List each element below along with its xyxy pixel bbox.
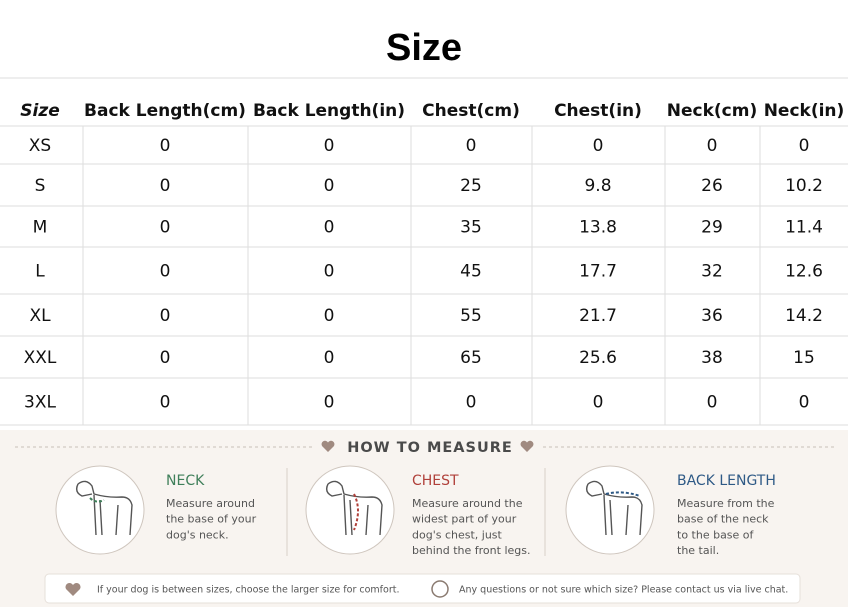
table-cell: 0 [324,306,335,326]
table-cell: XL [29,306,51,326]
table-cell: 0 [160,393,171,413]
dog-icon [75,480,133,536]
table-cell: 0 [160,218,171,238]
table-cell: 0 [324,262,335,282]
table-cell: 9.8 [584,176,611,196]
measure-line [605,491,641,497]
column-header: Chest(cm) [422,101,520,121]
table-cell: 0 [707,136,718,156]
table-cell: L [35,262,45,282]
column-header: Chest(in) [554,101,642,121]
measure-line [353,493,359,531]
measure-desc: base of the neck [677,513,769,526]
measure-desc: to the base of [677,528,755,541]
table-cell: 29 [701,218,723,238]
table-cell: 0 [799,136,810,156]
table-cell: 0 [324,218,335,238]
table-cell: 0 [324,348,335,368]
table-cell: 17.7 [579,262,617,282]
table-cell: 0 [466,136,477,156]
dog-icon [325,480,383,536]
table-cell: 11.4 [785,218,823,238]
table-cell: M [33,218,48,238]
heart-icon [65,582,81,596]
measure-heading: NECK [166,473,205,489]
measure-title: HOW TO MEASURE [347,440,513,456]
measure-item: NECK Measure around the base of your dog's … [55,465,257,555]
measure-desc: Measure around the [412,497,523,510]
table-cell: 25 [460,176,482,196]
dog-icon [585,480,643,536]
table-cell: 65 [460,348,482,368]
table-cell: 0 [593,136,604,156]
table-cell: 12.6 [785,262,823,282]
measure-line [89,497,105,503]
table-cell: 0 [324,136,335,156]
table-cell: 35 [460,218,482,238]
table-cell: 14.2 [785,306,823,326]
table-cell: 21.7 [579,306,617,326]
measure-item: CHEST Measure around the widest part of yo… [305,465,530,557]
footer-bar [44,573,801,604]
heart-icon [520,440,534,452]
table-cell: S [35,176,46,196]
table-cell: 0 [593,393,604,413]
table-cell: 0 [799,393,810,413]
table-cell: 0 [324,176,335,196]
measure-desc: the base of your [166,513,257,526]
measure-desc: dog's neck. [166,528,229,541]
table-cell: XXL [24,348,57,368]
footer-note: Any questions or not sure which size? Pl… [459,585,788,596]
title: Size [386,27,462,69]
measure-item: BACK LENGTH Measure from the base of the n… [565,465,776,557]
table-cell: 26 [701,176,723,196]
table-cell: 0 [160,348,171,368]
table-cell: 15 [793,348,815,368]
table-cell: 13.8 [579,218,617,238]
table-cell: 0 [160,176,171,196]
table-cell: 0 [466,393,477,413]
table-cell: 3XL [24,393,56,413]
measure-desc: behind the front legs. [412,544,530,557]
measure-desc: widest part of your [412,513,517,526]
table-cell: 32 [701,262,723,282]
footer-note: If your dog is between sizes, choose the… [97,585,399,596]
measure-heading: BACK LENGTH [677,473,776,489]
table-cell: 0 [707,393,718,413]
table-cell: 38 [701,348,723,368]
measure-desc: Measure from the [677,497,775,510]
measure-desc: the tail. [677,544,719,557]
measure-desc: dog's chest, just [412,528,503,541]
column-header: Back Length(in) [253,101,405,121]
chat-icon [431,580,449,598]
measure-items: NECK Measure around the base of your dog's … [55,465,776,557]
column-header: Back Length(cm) [84,101,246,121]
table-cell: 10.2 [785,176,823,196]
table-cell: 0 [160,136,171,156]
table-cell: 0 [324,393,335,413]
table-cell: 55 [460,306,482,326]
table-cell: 0 [160,306,171,326]
table-cell: 25.6 [579,348,617,368]
column-header: Neck(in) [764,101,845,121]
table-cell: 0 [160,262,171,282]
column-header: Neck(cm) [667,101,757,121]
table-cell: 45 [460,262,482,282]
heart-icon [321,440,335,452]
table-cell: 36 [701,306,723,326]
measure-heading: CHEST [412,473,459,489]
column-header: Size [20,101,60,121]
size-table: Size Back Length(cm) Back Length(in) Chest(… [0,77,848,426]
measure-desc: Measure around [166,497,255,510]
table-cell: XS [29,136,51,156]
